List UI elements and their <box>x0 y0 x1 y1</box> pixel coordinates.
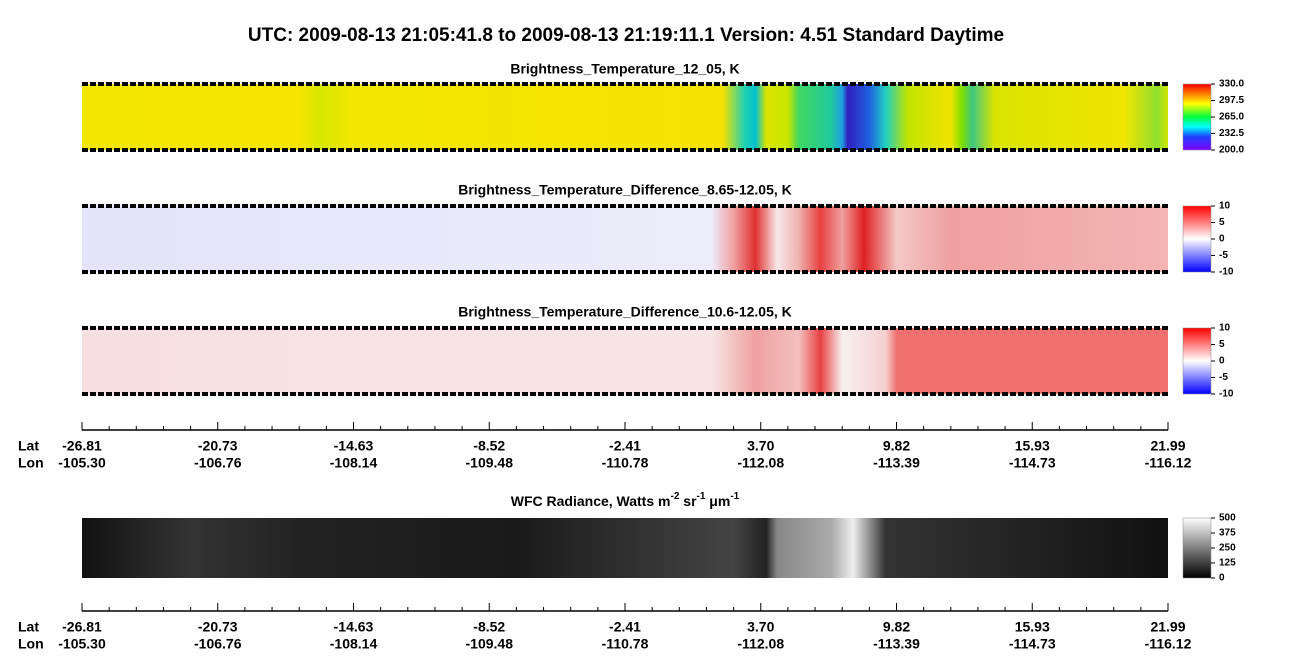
x-tick-label: 15.93 <box>1015 619 1050 635</box>
colorbar-tick-label: 265.0 <box>1219 112 1244 123</box>
x-tick-label: -109.48 <box>466 636 514 652</box>
axis-row-name: Lat <box>18 619 39 635</box>
image <box>82 328 1168 394</box>
x-tick-label: -108.14 <box>330 636 378 652</box>
x-tick-label: -105.30 <box>58 636 106 652</box>
image <box>82 518 1168 578</box>
title: UTC: 2009-08-13 21:05:41.8 to 2009-08-13… <box>248 25 1004 46</box>
x-tick-label: -110.78 <box>602 636 649 652</box>
panel-title: Brightness_Temperature_Difference_10.6-1… <box>458 304 792 320</box>
x-tick-label: -114.73 <box>1009 636 1056 652</box>
x-tick-label: 9.82 <box>883 619 910 635</box>
x-tick-label: -8.52 <box>473 438 505 454</box>
x-tick-label: -14.63 <box>334 619 374 635</box>
x-tick-label: -113.39 <box>873 455 920 471</box>
title-part: -1 <box>697 491 706 502</box>
x-tick-label: 15.93 <box>1015 438 1050 454</box>
x-tick-label: -2.41 <box>609 619 641 635</box>
title-part: WFC Radiance, Watts m <box>511 493 671 509</box>
x-tick-label: -116.12 <box>1145 455 1192 471</box>
colorbar-tick-label: 0 <box>1219 234 1225 245</box>
x-tick-label: -105.30 <box>58 455 106 471</box>
x-tick-label: -112.08 <box>737 636 784 652</box>
colorbar-tick-label: 5 <box>1219 339 1225 350</box>
colorbar-tick-label: -5 <box>1219 250 1228 261</box>
x-tick-label: -14.63 <box>334 438 374 454</box>
x-tick-label: -114.73 <box>1009 455 1056 471</box>
colorbar-tick-label: -5 <box>1219 372 1228 383</box>
x-tick-label: -26.81 <box>62 619 102 635</box>
x-tick-label: -108.14 <box>330 455 378 471</box>
colorbar-tick-label: 500 <box>1219 513 1236 524</box>
x-tick-label: -116.12 <box>1145 636 1192 652</box>
axis-row-name: Lon <box>18 636 44 652</box>
x-tick-label: -109.48 <box>466 455 514 471</box>
colorbar-tick-label: 0 <box>1219 573 1225 584</box>
title-part: -2 <box>670 491 679 502</box>
x-tick-label: -8.52 <box>473 619 505 635</box>
colorbar-tick-label: -10 <box>1219 389 1234 400</box>
colorbar-tick-label: 232.5 <box>1219 128 1244 139</box>
colorbar-tick-label: 0 <box>1219 356 1225 367</box>
colorbar-tick-label: 10 <box>1219 201 1231 212</box>
colorbar-tick-label: 5 <box>1219 217 1225 228</box>
image <box>82 84 1168 150</box>
colorbar-tick-label: 200.0 <box>1219 145 1244 156</box>
colorbar-tick-label: 297.5 <box>1219 95 1244 106</box>
colorbar-tick-label: 375 <box>1219 528 1236 539</box>
x-tick-label: -20.73 <box>198 619 238 635</box>
colorbar-tick-label: 125 <box>1219 558 1236 569</box>
panel-title: WFC Radiance, Watts m-2 sr-1 μm-1 <box>511 491 740 509</box>
colorbar-tick-label: 10 <box>1219 323 1231 334</box>
title-part: -1 <box>730 491 739 502</box>
colorbar <box>1182 205 1212 273</box>
x-tick-label: -112.08 <box>737 455 784 471</box>
title-part: μm <box>705 493 730 509</box>
colorbar <box>1182 327 1212 395</box>
colorbar <box>1182 83 1212 151</box>
x-tick-label: 21.99 <box>1150 619 1185 635</box>
colorbar <box>1182 517 1212 579</box>
colorbar-tick-label: 250 <box>1219 543 1236 554</box>
x-tick-label: 3.70 <box>747 619 774 635</box>
colorbar-tick-label: -10 <box>1219 267 1234 278</box>
x-tick-label: 9.82 <box>883 438 910 454</box>
panel-title: Brightness_Temperature_12_05, K <box>510 61 739 77</box>
title-part: sr <box>679 493 697 509</box>
panel-title: Brightness_Temperature_Difference_8.65-1… <box>458 182 792 198</box>
x-tick-label: -113.39 <box>873 636 920 652</box>
axis-row-name: Lat <box>18 438 39 454</box>
colorbar-tick-label: 330.0 <box>1219 79 1244 90</box>
x-tick-label: -26.81 <box>62 438 102 454</box>
x-tick-label: -20.73 <box>198 438 238 454</box>
x-tick-label: -106.76 <box>194 455 242 471</box>
x-tick-label: 3.70 <box>747 438 774 454</box>
x-tick-label: 21.99 <box>1150 438 1185 454</box>
x-tick-label: -106.76 <box>194 636 242 652</box>
axis-row-name: Lon <box>18 455 44 471</box>
x-tick-label: -2.41 <box>609 438 641 454</box>
image <box>82 206 1168 272</box>
x-tick-label: -110.78 <box>602 455 649 471</box>
